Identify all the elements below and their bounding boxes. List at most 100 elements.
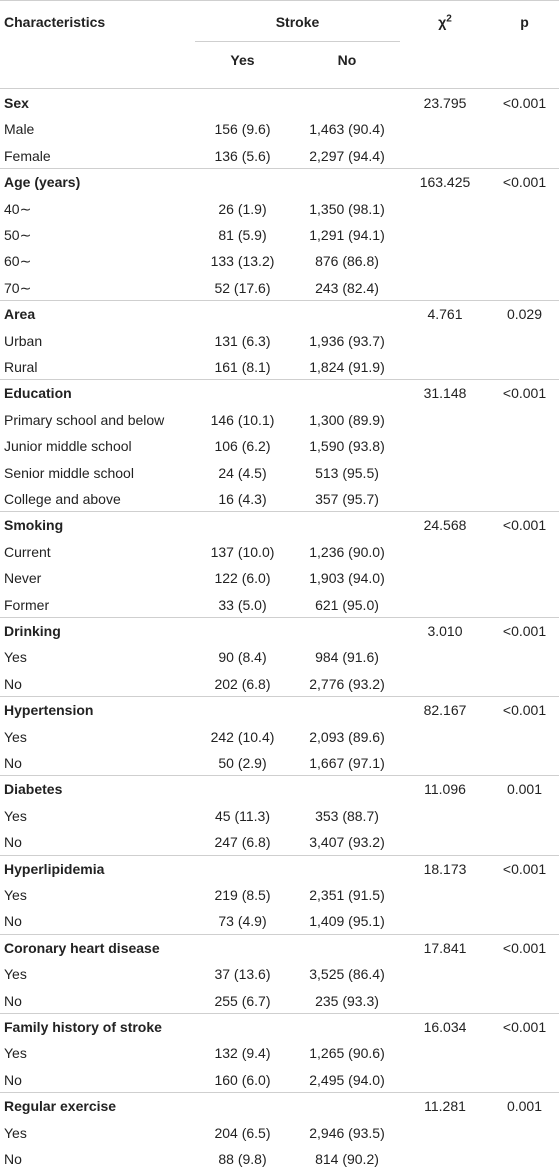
yes-cell: 45 (11.3)	[215, 807, 270, 824]
no-cell: 3,407 (93.2)	[309, 834, 385, 851]
chi2-value: 11.096	[424, 781, 466, 798]
chi2-value: 163.425	[419, 174, 471, 191]
yes-cell: 247 (6.8)	[214, 834, 271, 851]
rule	[0, 696, 559, 697]
p-value: <0.001	[502, 385, 547, 402]
group-name: Sex	[4, 95, 29, 111]
chi-symbol: χ	[438, 14, 447, 30]
p-value: 0.001	[506, 781, 543, 798]
row-label: No	[4, 1071, 22, 1088]
row-label: No	[4, 675, 22, 692]
group-name: Hypertension	[4, 702, 94, 719]
row-label: Former	[4, 596, 50, 613]
no-cell: 1,936 (93.7)	[309, 332, 385, 349]
no-cell: 1,903 (94.0)	[309, 570, 385, 587]
yes-cell: 242 (10.4)	[210, 728, 275, 745]
yes-cell: 146 (10.1)	[210, 411, 275, 428]
rule	[0, 379, 559, 380]
chi2-value: 24.568	[423, 517, 467, 534]
rule	[0, 300, 559, 301]
group-name: Family history of stroke	[4, 1019, 162, 1035]
yes-cell: 26 (1.9)	[218, 200, 267, 217]
yes-cell: 16 (4.3)	[218, 491, 267, 507]
row-label: Senior middle school	[4, 464, 134, 481]
yes-cell: 50 (2.9)	[218, 755, 267, 771]
rule	[0, 1013, 559, 1014]
group-name: Education	[4, 385, 72, 402]
row-label: Current	[4, 543, 51, 560]
row-label: Rural	[4, 359, 38, 375]
row-label: Yes	[4, 807, 27, 824]
row-label: College and above	[4, 491, 121, 507]
no-cell: 1,824 (91.9)	[309, 359, 385, 375]
chi2-value: 17.841	[423, 939, 467, 956]
no-cell: 513 (95.5)	[315, 464, 379, 481]
yes-cell: 73 (4.9)	[218, 913, 267, 930]
group-name: Age (years)	[4, 174, 81, 191]
row-label: 60∼	[4, 253, 32, 270]
chi2-value: 16.034	[423, 1019, 467, 1035]
row-label: Junior middle school	[4, 438, 132, 455]
no-cell: 621 (95.0)	[315, 596, 379, 613]
row-label: No	[4, 755, 22, 771]
yes-cell: 122 (6.0)	[214, 570, 271, 587]
yes-cell: 219 (8.5)	[214, 887, 271, 903]
chi2-value: 18.173	[423, 860, 467, 877]
yes-cell: 156 (9.6)	[214, 121, 271, 138]
chi2-value: 4.761	[427, 306, 463, 323]
no-cell: 2,776 (93.2)	[309, 675, 385, 692]
row-label: Male	[4, 121, 35, 138]
yes-cell: 52 (17.6)	[214, 279, 271, 296]
yes-cell: 255 (6.7)	[214, 992, 271, 1009]
row-label: Yes	[4, 1124, 27, 1141]
group-name: Drinking	[4, 623, 61, 639]
no-cell: 1,291 (94.1)	[309, 227, 385, 243]
header-cell: Characteristics	[4, 14, 106, 30]
no-cell: 2,351 (91.5)	[309, 887, 385, 903]
p-value: 0.001	[506, 1098, 543, 1115]
no-cell: 353 (88.7)	[315, 807, 379, 824]
yes-cell: 81 (5.9)	[218, 227, 267, 243]
rule	[0, 88, 559, 89]
no-cell: 1,463 (90.4)	[309, 121, 385, 138]
no-cell: 814 (90.2)	[315, 1151, 379, 1167]
rule	[0, 855, 559, 856]
no-cell: 1,590 (93.8)	[309, 438, 385, 455]
p-value: <0.001	[502, 517, 547, 534]
header-cell: Stroke	[275, 14, 320, 30]
p-value: <0.001	[502, 702, 547, 719]
row-label: Female	[4, 147, 51, 164]
rule	[0, 511, 559, 512]
row-label: Urban	[4, 332, 43, 349]
no-cell: 1,350 (98.1)	[309, 200, 385, 217]
yes-cell: 137 (10.0)	[210, 543, 275, 560]
row-label: No	[4, 834, 22, 851]
chi2-value: 82.167	[423, 702, 467, 719]
chi2-value: 23.795	[423, 95, 467, 111]
rule	[0, 1092, 559, 1093]
row-label: No	[4, 992, 22, 1009]
no-cell: 2,297 (94.4)	[309, 147, 385, 164]
p-value: <0.001	[502, 95, 547, 111]
rule	[0, 934, 559, 935]
yes-cell: 202 (6.8)	[214, 675, 271, 692]
no-cell: 876 (86.8)	[315, 253, 379, 270]
chi2-value: 11.281	[424, 1098, 466, 1115]
rule	[0, 775, 559, 776]
header-cell: Yes	[230, 52, 255, 68]
row-label: 40∼	[4, 200, 32, 217]
row-label: Yes	[4, 728, 27, 745]
header-cell: χ2	[400, 9, 490, 35]
no-cell: 1,667 (97.1)	[309, 755, 385, 771]
yes-cell: 160 (6.0)	[214, 1071, 271, 1088]
chi2-value: 3.010	[427, 623, 463, 639]
p-value: <0.001	[502, 860, 547, 877]
rule	[0, 0, 559, 1]
no-cell: 235 (93.3)	[315, 992, 379, 1009]
no-cell: 3,525 (86.4)	[309, 966, 385, 983]
yes-cell: 88 (9.8)	[218, 1151, 267, 1167]
no-cell: 2,946 (93.5)	[309, 1124, 385, 1141]
group-name: Smoking	[4, 517, 64, 534]
yes-cell: 131 (6.3)	[214, 332, 271, 349]
